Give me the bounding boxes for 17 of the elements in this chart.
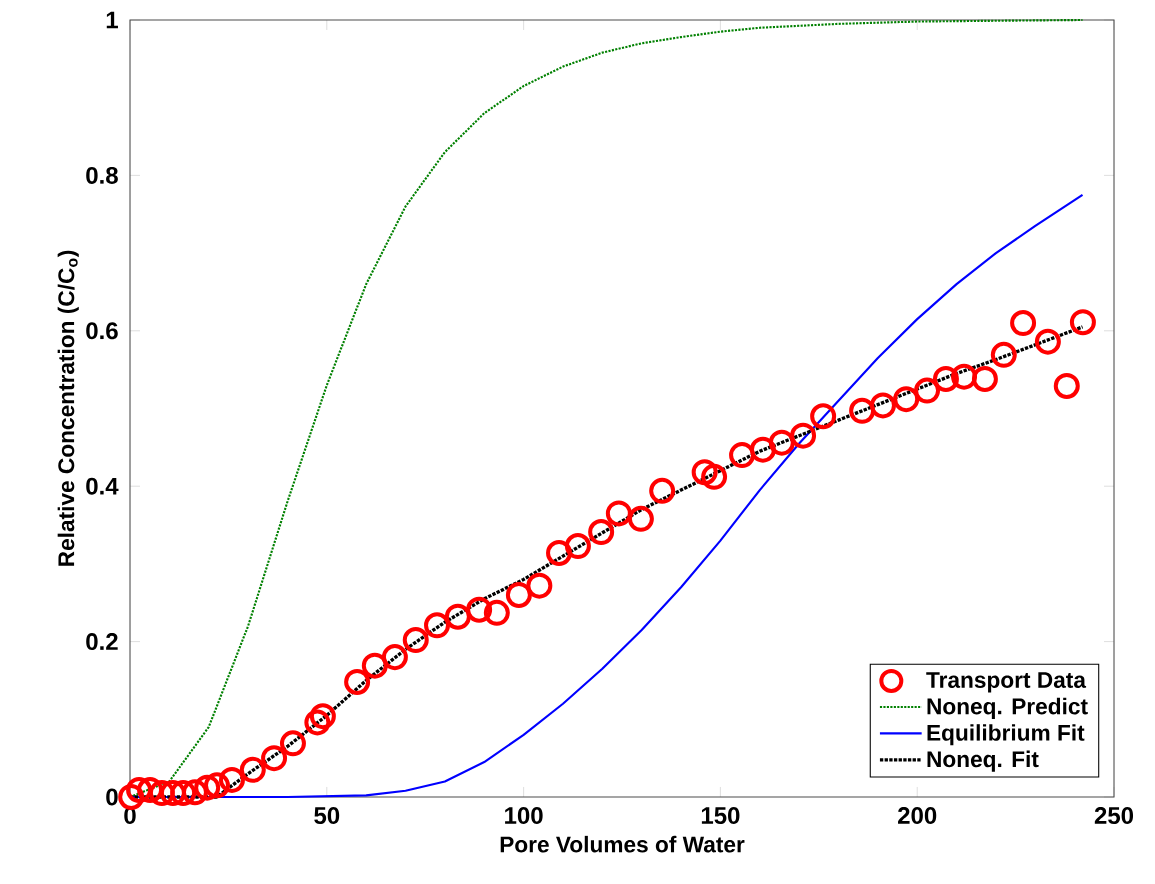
x-tick-label: 200 bbox=[898, 807, 937, 825]
x-axis-title: Pore Volumes of Water bbox=[500, 835, 745, 853]
legend-label: Noneq. Predict bbox=[927, 697, 1088, 719]
y-tick-label: 0.8 bbox=[86, 166, 118, 184]
legend-label: Transport Data bbox=[926, 672, 1087, 693]
y-tick-label: 0.2 bbox=[86, 633, 118, 651]
y-tick-label: 0.4 bbox=[86, 477, 119, 495]
y-axis-title: Relative Concentration (C/C$_{o}$) bbox=[57, 250, 79, 566]
legend-label: Noneq. Fit bbox=[927, 750, 1039, 772]
y-tick-label: 0.6 bbox=[86, 322, 118, 340]
x-tick-label: 50 bbox=[314, 807, 340, 825]
y-tick-label: 1 bbox=[106, 11, 118, 29]
x-tick-label: 100 bbox=[505, 807, 543, 825]
x-tick-label: 250 bbox=[1094, 807, 1134, 825]
y-tick-label: 0 bbox=[106, 788, 118, 806]
legend-label: Equilibrium Fit bbox=[927, 724, 1085, 746]
x-tick-label: 150 bbox=[701, 807, 740, 825]
